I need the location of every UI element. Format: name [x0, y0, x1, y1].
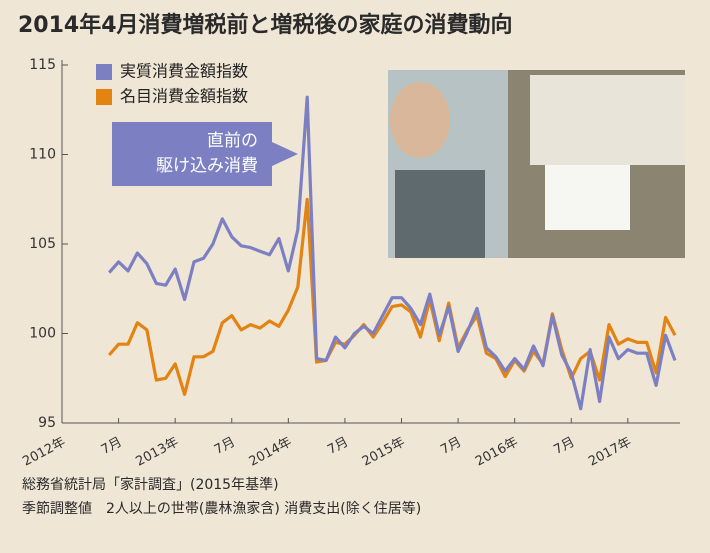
chart-title: 2014年4月消費増税前と増税後の家庭の消費動向: [18, 12, 513, 38]
x-tick-label: 7月: [212, 435, 238, 458]
photo-price-tag: [545, 165, 630, 230]
photo-person-body: [395, 170, 485, 258]
x-tick-label: 2013年: [134, 435, 182, 470]
series-line: [107, 95, 677, 411]
annotation-box: [112, 122, 298, 186]
y-tick-label: 115: [29, 57, 56, 73]
x-tick-label: 7月: [99, 435, 125, 458]
legend-label: 実質消費金額指数: [120, 62, 248, 81]
source-text: 季節調整値 2人以上の世帯(農林漁家含) 消費支出(除く住居等): [22, 500, 421, 517]
x-tick-label: 2014年: [247, 435, 295, 470]
y-tick-label: 95: [38, 415, 56, 431]
y-tick-label: 110: [29, 147, 56, 163]
x-tick-label: 7月: [552, 435, 578, 458]
legend-swatch: [96, 64, 112, 80]
legend-label: 名目消費金額指数: [120, 87, 248, 106]
series-line: [107, 197, 677, 396]
x-tick-label: 7月: [325, 435, 351, 458]
annotation-text: 直前の: [207, 131, 258, 151]
x-tick-label: 7月: [438, 435, 464, 458]
photo-package: [530, 75, 685, 165]
photo-person: [390, 82, 450, 158]
y-tick-label: 100: [29, 326, 56, 342]
x-tick-label: 2017年: [586, 435, 634, 470]
x-tick-label: 2015年: [360, 435, 408, 470]
photo: [388, 70, 685, 258]
source-text: 総務省統計局「家計調査」(2015年基準): [22, 476, 279, 493]
x-tick-label: 2012年: [20, 435, 68, 470]
legend-swatch: [96, 89, 112, 105]
annotation-text: 駆け込み消費: [156, 156, 258, 176]
y-tick-label: 105: [29, 236, 56, 252]
annotation: 直前の 駆け込み消費: [112, 122, 298, 186]
x-tick-label: 2016年: [473, 435, 521, 470]
